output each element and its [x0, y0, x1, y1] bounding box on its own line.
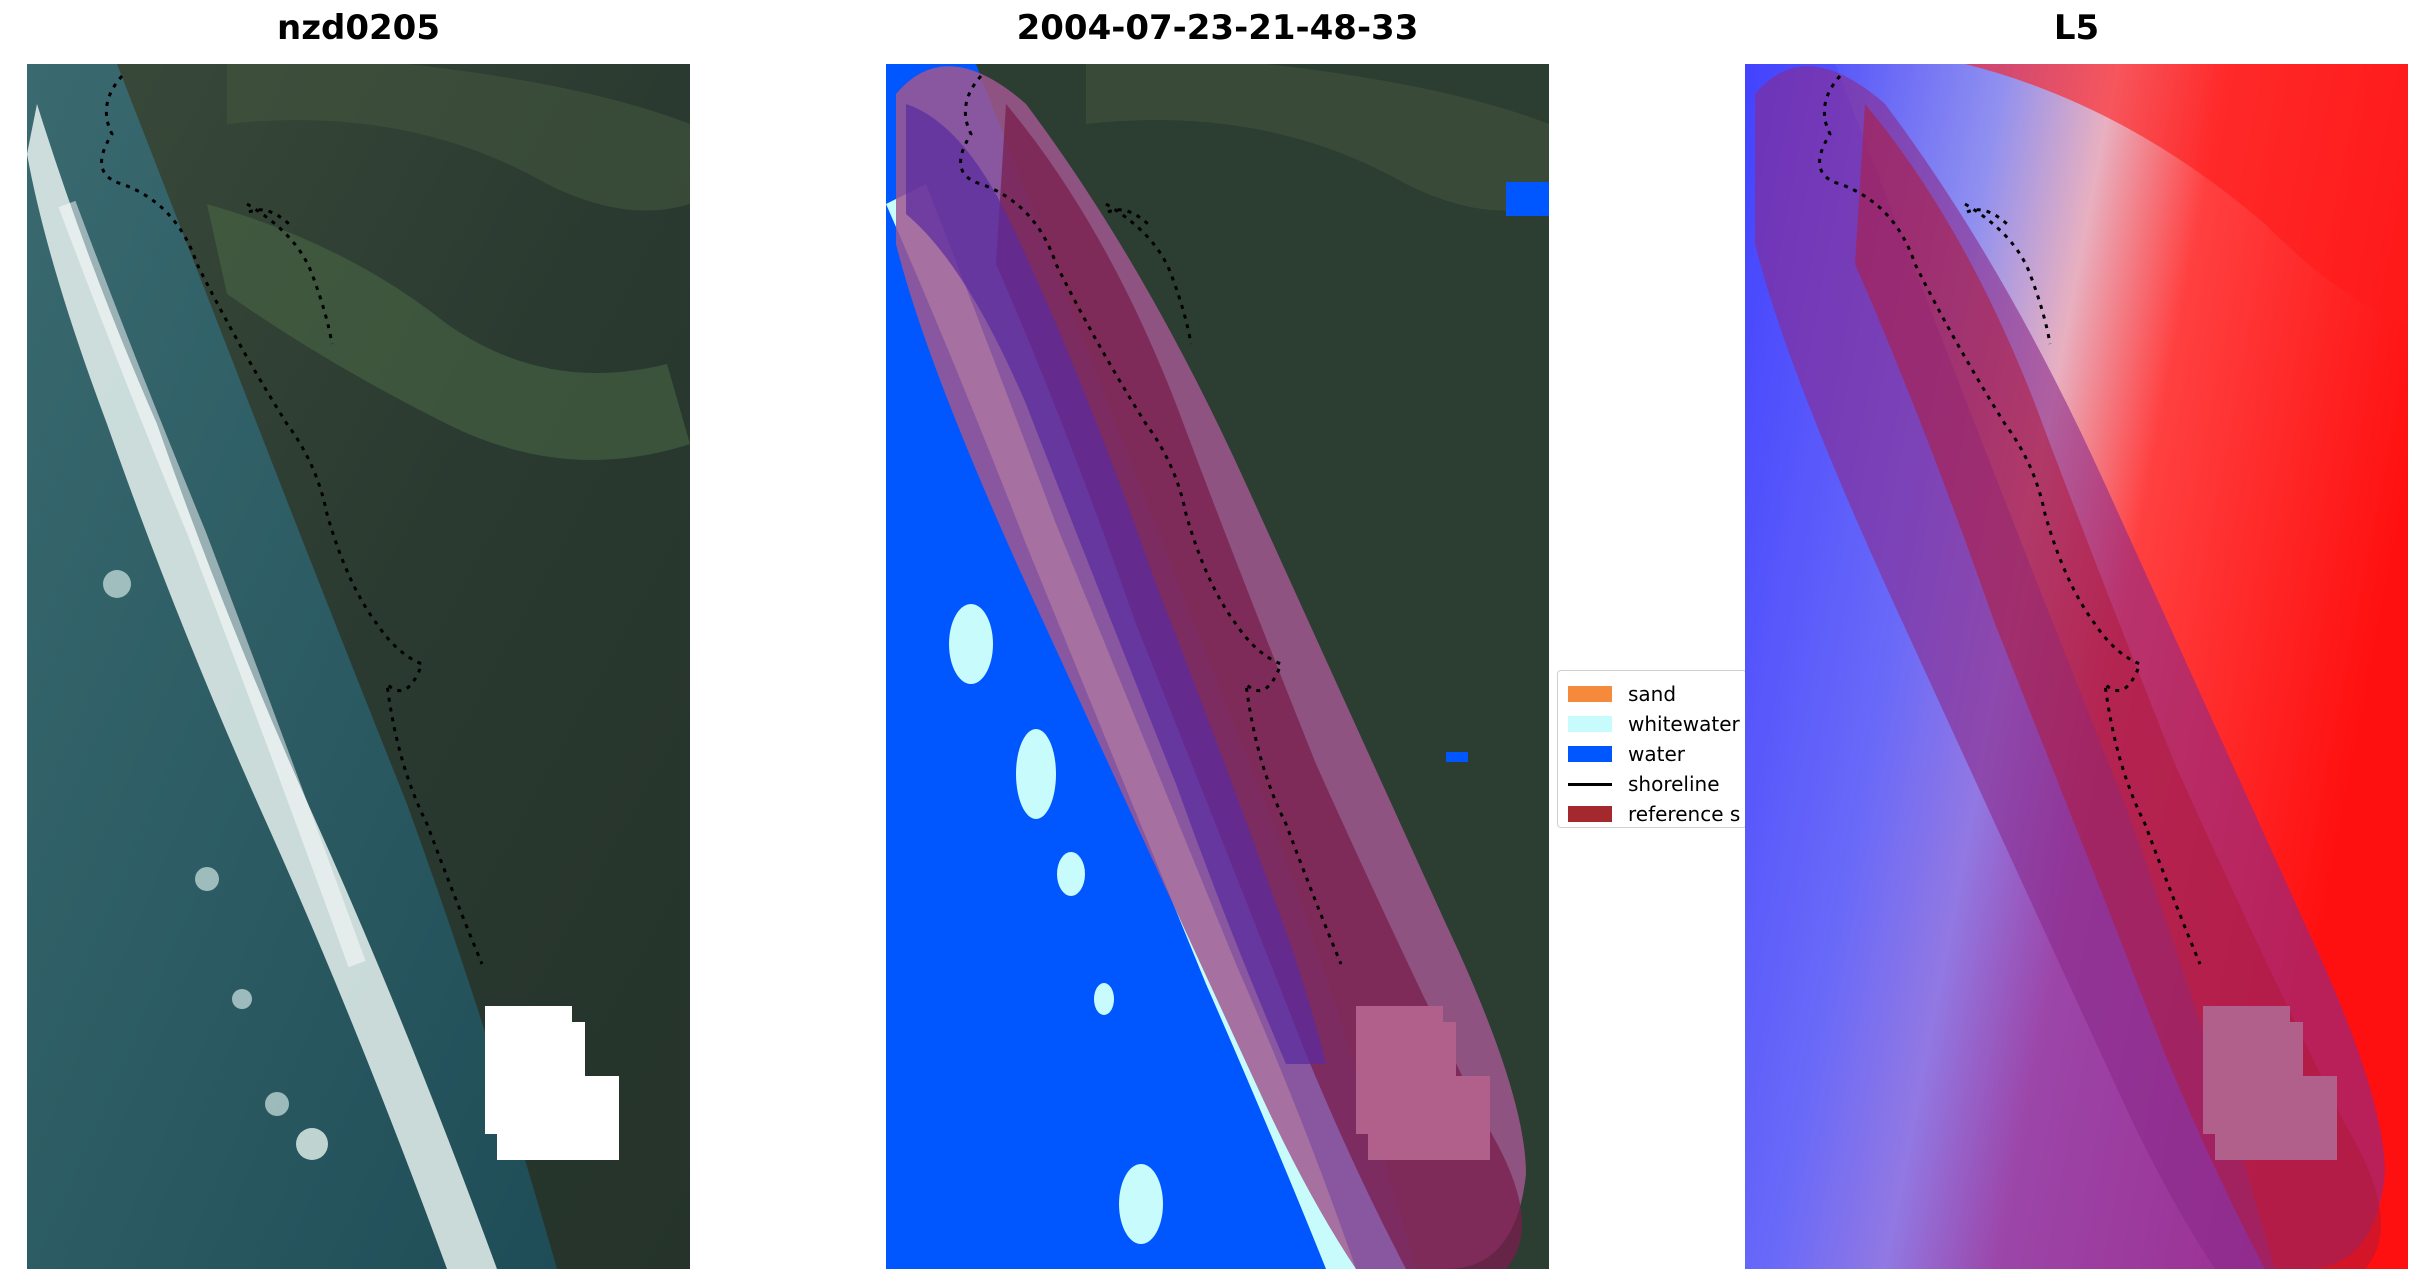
middle-panel-title: 2004-07-23-21-48-33	[1016, 8, 1419, 48]
vegetation-patch	[1086, 64, 1549, 211]
shoreline-line	[246, 202, 334, 345]
water-class-patch	[1446, 752, 1468, 762]
classification-panel	[886, 64, 1549, 1269]
sand-swatch	[1568, 686, 1612, 702]
land-index-area	[1965, 64, 2408, 324]
foam-spot	[195, 867, 219, 891]
right-panel-title: L5	[2053, 8, 2100, 48]
whitewater-blob	[1094, 983, 1114, 1015]
whitewater-blob	[1057, 852, 1085, 896]
whitewater-blob	[1119, 1164, 1163, 1244]
legend-label: whitewater	[1628, 712, 1740, 736]
legend-item-shoreline: shoreline	[1568, 769, 1736, 799]
shoreline-line	[1818, 75, 2202, 965]
ocean-area	[27, 64, 557, 1269]
whitewater-blob	[1016, 729, 1056, 819]
shoreline-line	[1105, 202, 1193, 345]
vegetation-patch	[207, 204, 690, 460]
foam-spot	[103, 570, 131, 598]
legend-label: water	[1628, 742, 1685, 766]
legend-item-whitewater: whitewater	[1568, 709, 1740, 739]
foam-spot	[265, 1092, 289, 1116]
surf-streak	[58, 200, 366, 968]
rgb-image	[27, 64, 690, 1269]
reference-shoreline-buffer	[1855, 104, 2381, 1269]
legend-item-reference: reference s	[1568, 799, 1740, 827]
water-class-patch	[1506, 182, 1549, 216]
shoreline-swatch	[1568, 782, 1612, 786]
masked-region	[2203, 1006, 2337, 1160]
shoreline-line	[100, 75, 484, 965]
legend-label: sand	[1628, 682, 1677, 706]
legend-label: shoreline	[1628, 772, 1720, 796]
whitewater-blob	[949, 604, 993, 684]
shoreline-line	[959, 75, 1343, 965]
mixed-class-region	[906, 104, 1326, 1064]
water-swatch	[1568, 746, 1612, 762]
legend-item-sand: sand	[1568, 679, 1736, 709]
reference-shoreline-buffer	[996, 104, 1522, 1269]
cloud-mask	[485, 1006, 619, 1160]
legend-label: reference s	[1628, 802, 1741, 826]
rgb-image-panel	[27, 64, 690, 1269]
vegetation-patch	[227, 64, 690, 211]
whitewater-swatch	[1568, 716, 1612, 732]
legend-item-water: water	[1568, 739, 1736, 769]
index-panel	[1745, 64, 2408, 1269]
classification-image	[886, 64, 1549, 1269]
foam-spot	[296, 1128, 328, 1160]
masked-region	[1356, 1006, 1490, 1160]
reference-swatch	[1568, 806, 1612, 822]
classification-legend: sand whitewater water shoreline referenc…	[1557, 670, 1747, 828]
left-panel-title: nzd0205	[277, 8, 440, 48]
index-image	[1745, 64, 2408, 1269]
shoreline-line	[1964, 202, 2052, 345]
foam-spot	[232, 989, 252, 1009]
